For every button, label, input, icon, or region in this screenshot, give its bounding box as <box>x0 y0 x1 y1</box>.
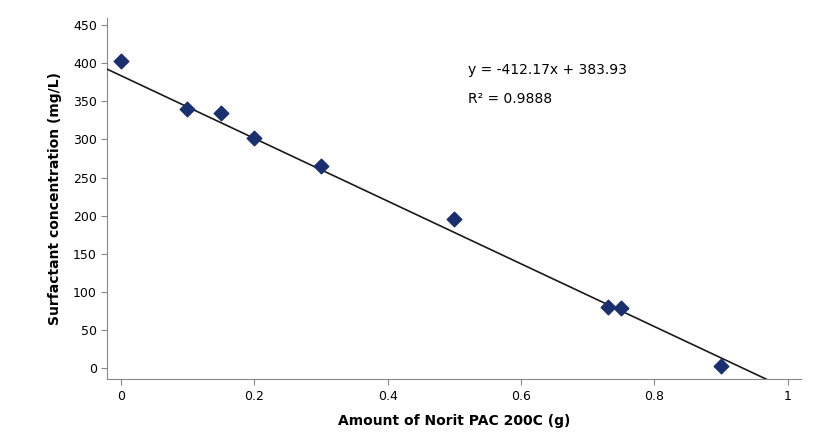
Y-axis label: Surfactant concentration (mg/L): Surfactant concentration (mg/L) <box>48 72 62 325</box>
X-axis label: Amount of Norit PAC 200C (g): Amount of Norit PAC 200C (g) <box>338 414 571 428</box>
Text: y = -412.17x + 383.93: y = -412.17x + 383.93 <box>468 64 626 77</box>
Point <box>314 163 327 170</box>
Text: R² = 0.9888: R² = 0.9888 <box>468 92 552 106</box>
Point <box>601 303 615 310</box>
Point <box>114 57 127 64</box>
Point <box>181 105 194 112</box>
Point <box>714 362 728 369</box>
Point <box>214 109 227 116</box>
Point <box>615 305 628 312</box>
Point <box>448 216 461 223</box>
Point <box>248 135 261 142</box>
